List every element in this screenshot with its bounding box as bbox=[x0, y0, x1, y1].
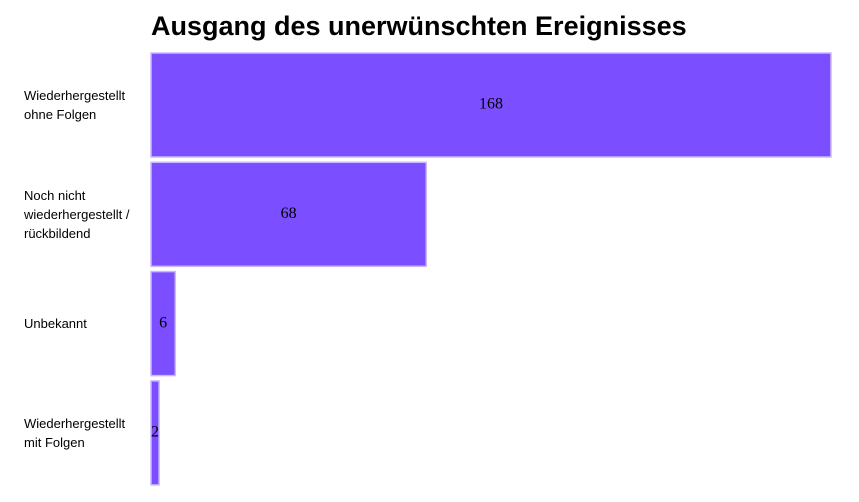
value-label: 2 bbox=[151, 424, 159, 441]
category-label: Noch nicht wiederhergestellt / rückbilde… bbox=[24, 187, 130, 241]
bar bbox=[150, 52, 832, 158]
bar bbox=[150, 161, 427, 268]
category-label: Unbekannt bbox=[24, 316, 87, 332]
value-label: 168 bbox=[479, 96, 503, 113]
chart-title: Ausgang des unerwünschten Ereignisses bbox=[151, 11, 687, 41]
category-label: Wiederhergestellt ohne Folgen bbox=[24, 88, 126, 122]
category-label: Wiederhergestellt mit Folgen bbox=[24, 415, 126, 450]
value-label: 68 bbox=[281, 205, 297, 222]
bar bbox=[150, 270, 177, 377]
bar bbox=[150, 380, 160, 486]
value-label: 6 bbox=[159, 314, 167, 331]
